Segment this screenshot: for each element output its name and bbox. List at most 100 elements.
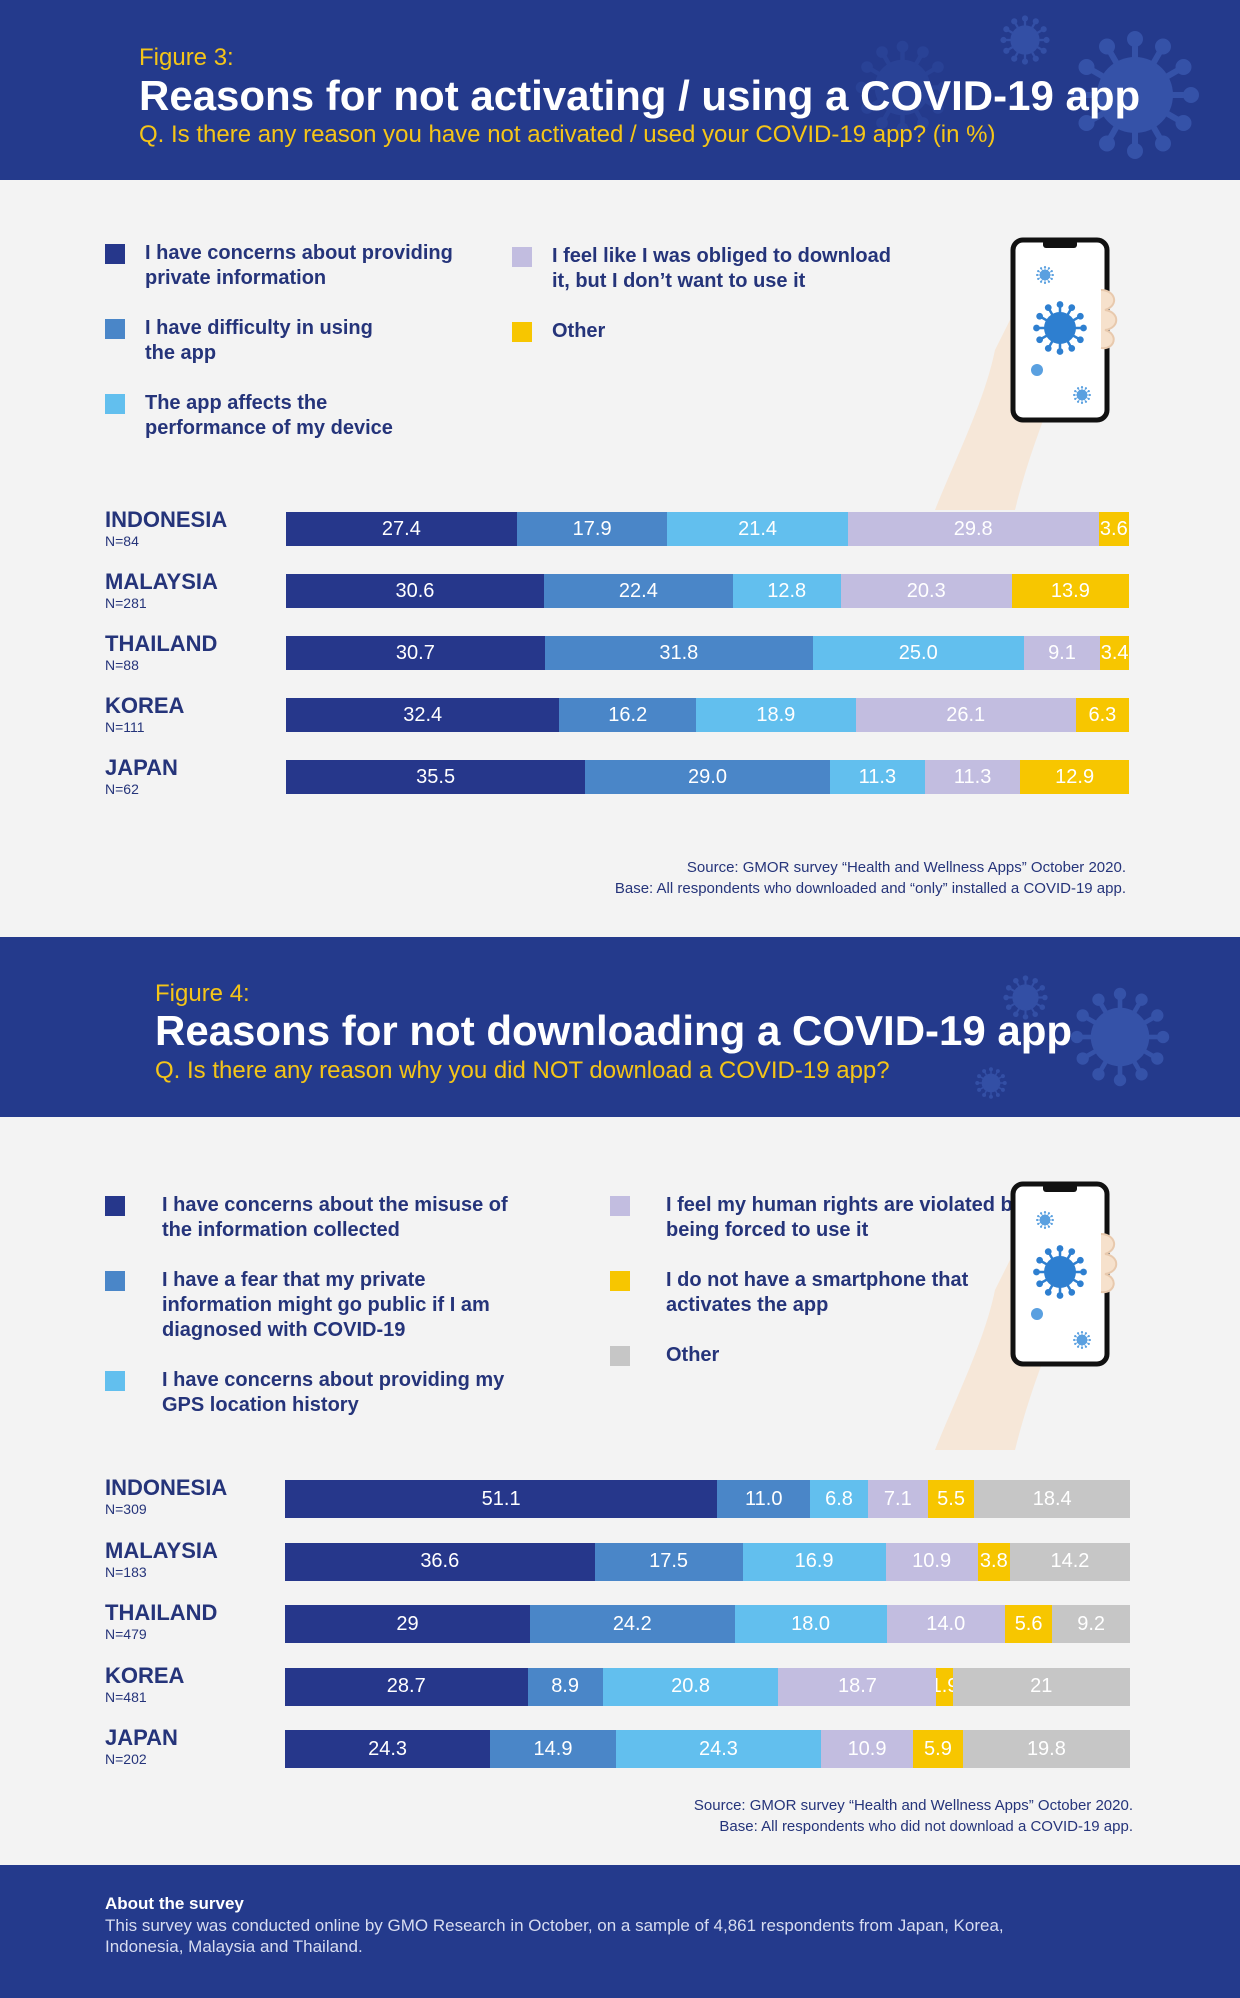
country-label: JAPAN <box>105 755 178 780</box>
bar-segment: 21.4 <box>667 512 848 546</box>
data-label: 6.8 <box>825 1487 853 1510</box>
bar-segment: 18.9 <box>696 698 856 732</box>
stacked-bar: 32.4 16.2 18.9 26.1 6.3 <box>286 698 1129 732</box>
data-label: 10.9 <box>912 1550 952 1572</box>
country-label: KOREA <box>105 693 185 718</box>
legend-label: I have concerns about the misuse of the … <box>162 1194 508 1241</box>
bar-segment: 11.3 <box>829 760 925 794</box>
data-label: 12.8 <box>767 579 807 602</box>
data-label: 25.0 <box>898 641 938 664</box>
figure4-question: Q. Is there any reason why you did NOT d… <box>155 1057 890 1084</box>
legend-label: Other <box>666 1344 720 1366</box>
virus-icon <box>975 1067 1007 1099</box>
legend-swatch <box>512 247 532 267</box>
figure3-label: Figure 3: <box>139 44 234 71</box>
bar-segment: 18.4 <box>974 1480 1130 1518</box>
data-label: 5.9 <box>924 1737 952 1760</box>
legend-swatch <box>105 244 125 264</box>
data-label: 11.3 <box>858 765 897 788</box>
legend-label: I have a fear that my private informatio… <box>162 1269 490 1341</box>
stacked-bar: 51.1 11.0 6.8 7.1 5.5 18.4 <box>285 1480 1130 1518</box>
data-label: 27.4 <box>381 517 421 540</box>
country-label: MALAYSIA <box>105 1537 218 1563</box>
bar-segment: 10.9 <box>821 1730 914 1768</box>
bar-segment: 28.7 <box>285 1667 528 1706</box>
legend-item: I have a fear that my private informatio… <box>105 1268 535 1343</box>
base-line: Base: All respondents who downloaded and… <box>614 880 1126 897</box>
data-label: 11.0 <box>745 1487 783 1510</box>
bar-segment: 1.9 <box>936 1667 953 1706</box>
data-label: 20.3 <box>906 579 946 602</box>
data-label: 29.8 <box>953 517 993 540</box>
sample-size-label: N=479 <box>105 1626 147 1642</box>
data-label: 51.1 <box>481 1487 521 1510</box>
bar-segment: 3.6 <box>1098 512 1129 546</box>
country-label: THAILAND <box>105 1600 218 1625</box>
data-label: 14.2 <box>1050 1550 1090 1572</box>
data-label: 7.1 <box>883 1487 912 1510</box>
legend-item: Other <box>610 1343 910 1368</box>
data-label: 16.9 <box>794 1550 834 1572</box>
virus-icon <box>855 40 950 135</box>
figure4-label: Figure 4: <box>155 980 250 1007</box>
data-label: 8.9 <box>551 1675 579 1697</box>
figure4-header <box>0 937 1240 1117</box>
figure3-header <box>0 0 1240 180</box>
data-label: 21.4 <box>738 517 778 540</box>
legend-item: I do not have a smartphone that activate… <box>610 1268 1010 1318</box>
data-label: 12.9 <box>1055 765 1095 788</box>
virus-icon <box>1070 987 1170 1087</box>
legend-swatch <box>105 394 125 414</box>
data-label: 9.1 <box>1048 641 1076 664</box>
data-label: 22.4 <box>618 579 658 602</box>
bar-segment: 5.6 <box>1004 1605 1053 1643</box>
stacked-bar: 27.4 17.9 21.4 29.8 3.6 <box>286 512 1129 546</box>
bar-segment: 24.3 <box>615 1730 822 1768</box>
data-label: 28.7 <box>386 1675 426 1697</box>
legend-label: Other <box>552 320 606 342</box>
data-label: 24.2 <box>612 1612 652 1635</box>
data-label: 32.4 <box>403 703 443 726</box>
virus-icon <box>1071 31 1199 159</box>
figure4-title: Reasons for not downloading a COVID-19 a… <box>155 1007 1073 1054</box>
bar-segment: 21 <box>952 1667 1130 1706</box>
legend-swatch <box>610 1196 630 1216</box>
sample-size-label: N=111 <box>105 719 145 735</box>
bar-segment: 10.9 <box>885 1542 978 1581</box>
legend-label: I do not have a smartphone that activate… <box>666 1269 969 1316</box>
bar-segment: 30.7 <box>286 636 545 670</box>
legend-label: I have concerns about providing my GPS l… <box>162 1369 505 1416</box>
data-label: 5.6 <box>1014 1612 1043 1635</box>
bar-segment: 14.9 <box>490 1730 616 1768</box>
country-label: JAPAN <box>105 1725 178 1750</box>
bar-segment: 17.9 <box>516 512 668 546</box>
bar-segment: 16.2 <box>559 698 697 732</box>
legend-item: I feel like I was obliged to download it… <box>512 244 902 294</box>
virus-icon <box>1000 15 1050 65</box>
bar-segment: 14.2 <box>1009 1542 1130 1581</box>
bar-segment: 19.8 <box>962 1730 1130 1768</box>
legend-item: I have concerns about providing my GPS l… <box>105 1368 535 1418</box>
legend-label: I feel like I was obliged to download it… <box>552 245 891 292</box>
bar-segment: 24.3 <box>285 1730 491 1768</box>
data-label: 19.8 <box>1026 1737 1066 1760</box>
country-label: INDONESIA <box>105 507 228 532</box>
legend-label: I have difficulty in using the app <box>145 317 373 364</box>
bar-segment: 20.3 <box>840 574 1012 608</box>
sample-size-label: N=62 <box>105 781 139 797</box>
legend-swatch <box>105 319 125 339</box>
data-label: 16.2 <box>608 703 648 726</box>
data-label: 11.3 <box>953 765 992 788</box>
figure3-source: Source: GMOR survey “Health and Wellness… <box>426 857 1126 899</box>
country-label: MALAYSIA <box>105 569 218 594</box>
data-label: 18.0 <box>791 1612 831 1635</box>
bar-segment: 25.0 <box>812 636 1024 670</box>
data-label: 20.8 <box>671 1675 711 1697</box>
phone-in-hand-illustration <box>935 1181 1118 1450</box>
data-label: 14.0 <box>926 1612 966 1635</box>
bar-segment: 18.7 <box>778 1667 937 1706</box>
legend-item: Other <box>512 319 812 344</box>
virus-icon <box>1003 975 1048 1020</box>
bar-segment: 3.8 <box>977 1542 1010 1581</box>
legend-swatch <box>610 1346 630 1366</box>
